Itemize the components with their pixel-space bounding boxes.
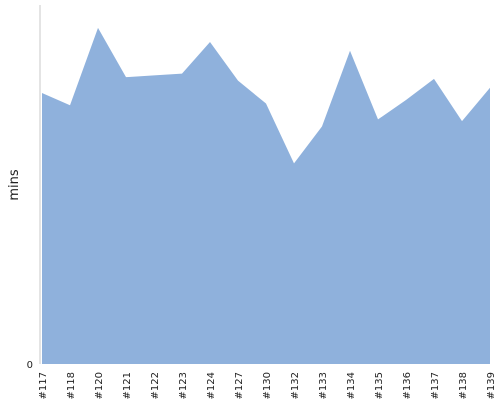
x-tick-label: #122 (150, 372, 161, 399)
x-tick-label: #134 (346, 372, 357, 399)
x-tick-label: #132 (290, 372, 301, 399)
x-tick-label: #124 (206, 372, 217, 399)
x-tick-label: #121 (122, 372, 133, 399)
x-tick-label: #120 (94, 372, 105, 399)
area-series (42, 27, 490, 364)
x-tick-label: #130 (262, 372, 273, 399)
x-tick-labels: #117 #118 #120 #121 #122 #123 #124 #127 #130 #132… (38, 372, 497, 399)
x-tick-label: #137 (430, 372, 441, 399)
x-tick-label: #127 (234, 372, 245, 399)
x-tick-label: #135 (374, 372, 385, 399)
x-tick-label: #139 (486, 372, 497, 399)
x-tick-label: #117 (38, 372, 49, 399)
x-tick-label: #133 (318, 372, 329, 399)
x-tick-label: #136 (402, 372, 413, 399)
y-tick-label: 0 (27, 360, 33, 371)
x-tick-label: #123 (178, 372, 189, 399)
x-tick-label: #138 (458, 372, 469, 399)
y-tick-labels: 0 (27, 360, 33, 371)
y-axis-title: mins (7, 169, 22, 201)
x-tick-label: #118 (66, 372, 77, 399)
